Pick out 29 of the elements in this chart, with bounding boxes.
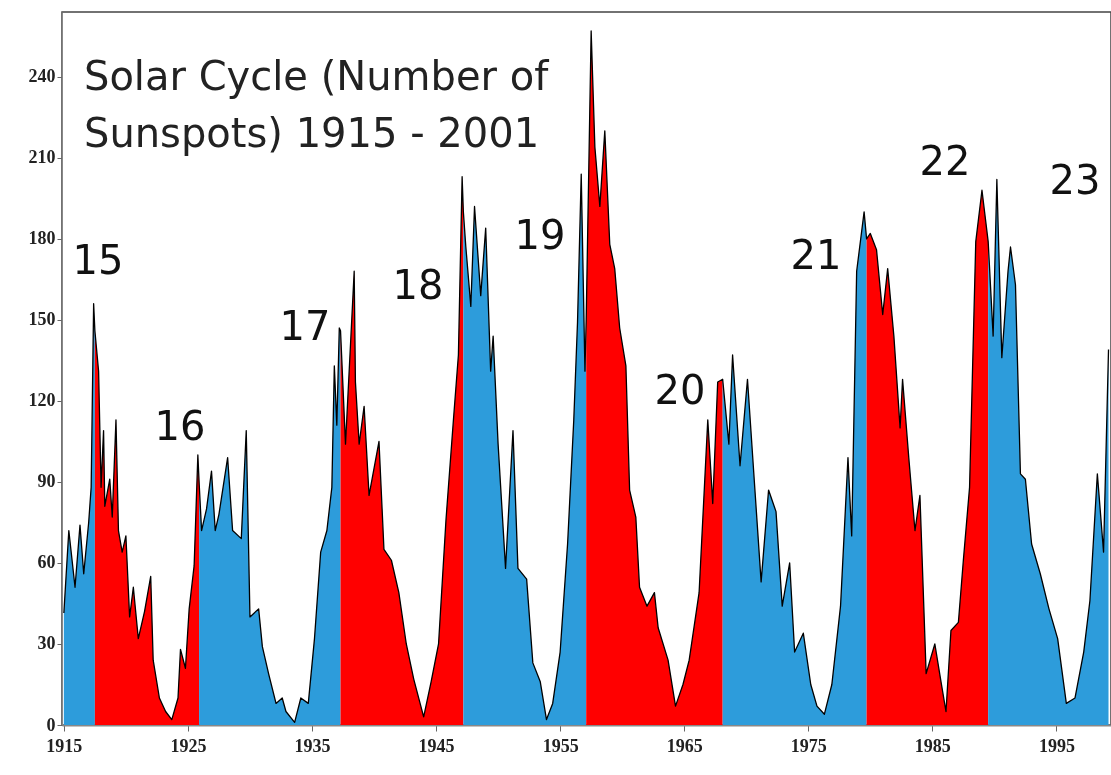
annotation: 18 xyxy=(392,262,444,308)
x-tick-label: 1965 xyxy=(666,735,703,756)
annotation: 23 xyxy=(1049,157,1101,203)
annotation: 21 xyxy=(790,232,842,278)
y-tick-label: 90 xyxy=(37,471,56,492)
y-tick-label: 210 xyxy=(28,147,56,168)
x-tick-label: 1995 xyxy=(1038,735,1075,756)
text: Solar Cycle (Number of Sunspots) 1915 - 2001 xyxy=(84,53,550,156)
x-tick-label: 1925 xyxy=(170,735,207,756)
x-tick-label: 1915 xyxy=(46,735,83,756)
y-tick-label: 60 xyxy=(37,552,56,573)
annotation: 22 xyxy=(919,138,971,184)
annotation: 17 xyxy=(279,303,331,349)
x-tick-label: 1985 xyxy=(914,735,951,756)
x-tick-label: 1945 xyxy=(418,735,455,756)
x-tick-label: 1935 xyxy=(294,735,331,756)
annotation: 16 xyxy=(154,403,206,449)
annotation: 19 xyxy=(514,212,566,258)
y-tick-label: 240 xyxy=(28,66,56,87)
y-tick-label: 120 xyxy=(28,390,56,411)
annotation: 20 xyxy=(654,367,706,413)
y-tick-label: 30 xyxy=(37,633,56,654)
line-series xyxy=(63,30,1110,723)
y-tick-label: 150 xyxy=(28,309,56,330)
x-tick-label: 1955 xyxy=(542,735,579,756)
y-tick-label: 0 xyxy=(46,714,56,735)
y-tick-label: 180 xyxy=(28,228,56,249)
annotation: 15 xyxy=(72,237,124,283)
x-tick-label: 1975 xyxy=(790,735,827,756)
